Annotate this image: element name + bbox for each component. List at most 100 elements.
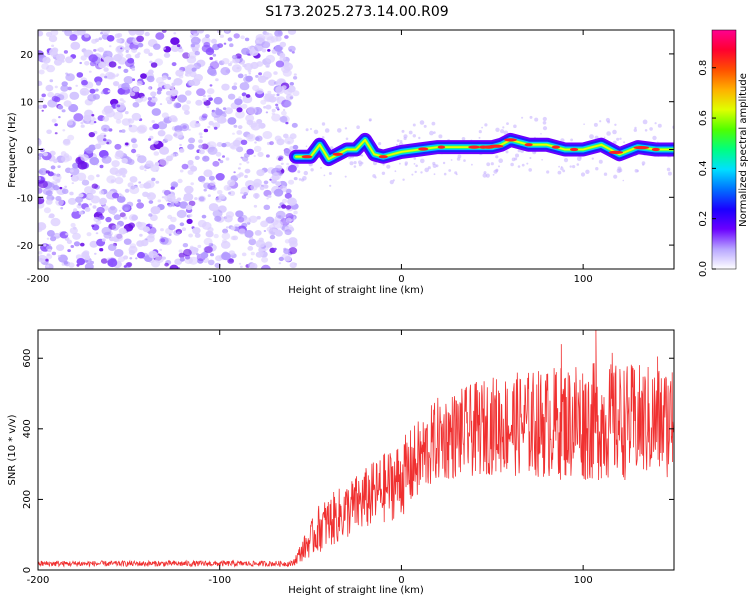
noise-speckle xyxy=(57,104,64,110)
track-hotspot xyxy=(378,155,388,159)
noise-speckle xyxy=(97,47,104,53)
halo-speckle xyxy=(396,139,400,143)
noise-speckle xyxy=(182,243,189,248)
colorbar: 0.0 0.2 0.4 0.6 0.8 Normalized spectral ampl… xyxy=(698,29,749,277)
noise-speckle xyxy=(170,37,180,45)
noise-speckle xyxy=(38,156,42,160)
noise-speckle xyxy=(245,114,255,122)
noise-speckle xyxy=(168,233,172,236)
halo-speckle xyxy=(330,146,334,150)
halo-speckle xyxy=(321,136,325,139)
halo-speckle xyxy=(411,173,414,176)
noise-speckle xyxy=(131,48,138,53)
noise-speckle xyxy=(101,238,106,242)
halo-speckle xyxy=(517,165,521,168)
halo-speckle xyxy=(633,128,637,132)
noise-speckle xyxy=(116,195,126,203)
noise-speckle xyxy=(293,76,298,80)
noise-speckle xyxy=(250,251,255,256)
halo-speckle xyxy=(424,167,430,173)
noise-speckle xyxy=(190,36,201,45)
noise-speckle xyxy=(149,60,153,64)
halo-speckle xyxy=(606,131,611,136)
noise-speckle xyxy=(80,124,85,128)
noise-speckle xyxy=(92,117,97,121)
noise-speckle xyxy=(232,235,239,241)
noise-speckle xyxy=(117,256,125,263)
noise-speckle xyxy=(217,30,222,34)
noise-speckle xyxy=(38,180,48,189)
noise-speckle xyxy=(256,215,261,220)
noise-speckle xyxy=(237,73,244,79)
halo-speckle xyxy=(413,163,416,165)
track-band-core xyxy=(295,138,674,161)
noise-speckle xyxy=(114,33,121,39)
colorbar-gradient xyxy=(712,30,736,269)
noise-speckle xyxy=(244,63,254,71)
halo-speckle xyxy=(605,117,611,123)
halo-speckle xyxy=(310,168,314,172)
track-hotspot xyxy=(332,152,343,156)
noise-speckle xyxy=(165,199,169,202)
halo-speckle xyxy=(448,169,452,172)
noise-speckle xyxy=(179,169,184,173)
noise-speckle xyxy=(99,164,104,169)
noise-speckle xyxy=(284,192,292,199)
noise-speckle xyxy=(246,119,254,126)
noise-speckle xyxy=(42,56,51,64)
noise-speckle xyxy=(254,43,264,52)
halo-speckle xyxy=(401,129,405,133)
noise-speckle xyxy=(68,104,79,113)
noise-speckle xyxy=(227,37,233,42)
halo-speckle xyxy=(323,174,326,177)
noise-speckle xyxy=(263,180,269,185)
halo-speckle xyxy=(495,127,500,132)
halo-speckle xyxy=(558,165,560,168)
noise-speckle xyxy=(215,78,219,82)
noise-speckle xyxy=(277,31,282,35)
halo-speckle xyxy=(591,157,594,160)
noise-speckle xyxy=(183,248,192,257)
noise-speckle xyxy=(207,94,212,98)
noise-speckle xyxy=(64,185,67,188)
noise-speckle xyxy=(208,175,215,181)
noise-speckle xyxy=(124,111,129,115)
noise-speckle xyxy=(106,35,115,42)
noise-speckle xyxy=(271,108,276,113)
halo-speckle xyxy=(381,171,386,175)
halo-speckle xyxy=(583,123,585,125)
noise-speckle xyxy=(71,182,75,185)
noise-speckle xyxy=(69,227,78,235)
noise-speckle xyxy=(226,186,232,191)
noise-speckle xyxy=(241,252,247,257)
noise-speckle xyxy=(190,30,200,35)
halo-speckle xyxy=(395,143,398,146)
noise-speckle xyxy=(55,233,60,237)
noise-speckle xyxy=(231,54,238,60)
noise-speckle xyxy=(265,63,270,68)
noise-speckle xyxy=(228,250,235,256)
halo-speckle xyxy=(356,125,360,129)
noise-speckle xyxy=(161,112,169,119)
halo-speckle xyxy=(595,167,599,171)
halo-speckle xyxy=(374,176,377,179)
noise-speckle xyxy=(228,62,232,67)
noise-speckle xyxy=(193,74,203,82)
noise-speckle xyxy=(289,82,294,86)
halo-speckle xyxy=(502,126,505,129)
noise-speckle xyxy=(153,93,156,96)
noise-speckle xyxy=(207,194,211,198)
noise-speckle xyxy=(49,48,58,56)
noise-speckle xyxy=(89,203,92,206)
noise-speckle xyxy=(128,30,134,34)
noise-speckle xyxy=(286,162,290,166)
noise-speckle xyxy=(184,110,190,115)
noise-speckle xyxy=(53,158,58,164)
noise-speckle xyxy=(265,111,269,114)
noise-speckle xyxy=(129,243,137,249)
noise-speckle xyxy=(213,96,223,105)
noise-speckle xyxy=(212,53,217,57)
halo-speckle xyxy=(344,175,347,178)
noise-speckle xyxy=(121,82,130,90)
halo-speckle xyxy=(517,149,521,153)
